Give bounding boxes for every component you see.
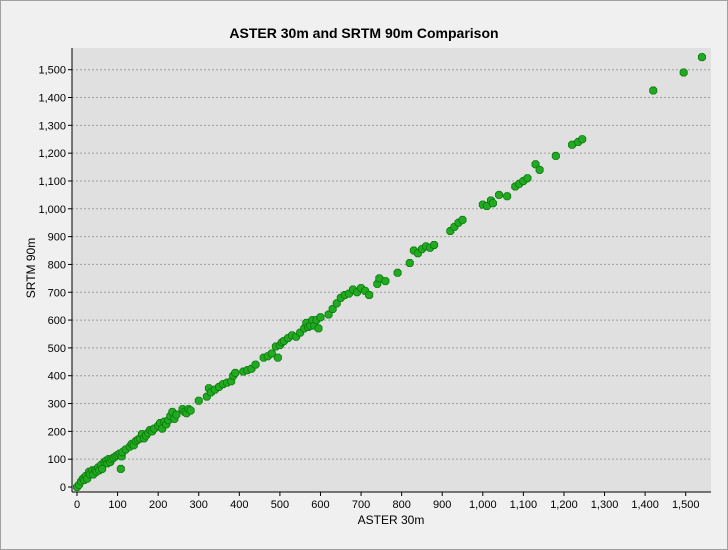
- y-tick-label: 1,200: [38, 148, 66, 160]
- x-axis-label: ASTER 30m: [358, 513, 425, 527]
- x-tick-label: 800: [392, 499, 410, 511]
- data-point: [430, 240, 439, 249]
- y-tick-label: 1,100: [38, 176, 66, 188]
- data-point: [551, 151, 560, 160]
- y-tick-label: 400: [48, 371, 66, 383]
- x-tick-label: 900: [433, 499, 451, 511]
- data-point: [314, 324, 323, 333]
- y-tick-label: 300: [48, 399, 66, 411]
- data-point: [495, 190, 504, 199]
- x-tick-label: 1,100: [510, 499, 538, 511]
- x-tick-label: 1,200: [550, 499, 578, 511]
- data-point: [316, 313, 325, 322]
- data-point: [578, 135, 587, 144]
- data-point: [231, 368, 240, 377]
- data-point: [375, 274, 384, 283]
- y-tick-label: 800: [48, 259, 66, 271]
- x-tick-label: 200: [149, 499, 167, 511]
- data-point: [393, 268, 402, 277]
- data-point: [535, 165, 544, 174]
- chart-title: ASTER 30m and SRTM 90m Comparison: [229, 25, 498, 41]
- x-tick-label: 700: [352, 499, 370, 511]
- y-tick-label: 700: [48, 287, 66, 299]
- x-tick-label: 400: [230, 499, 248, 511]
- data-points: [73, 53, 706, 491]
- y-axis-label: SRTM 90m: [24, 238, 38, 298]
- data-point: [251, 360, 260, 369]
- data-point: [98, 464, 107, 473]
- data-point: [273, 353, 282, 362]
- data-point: [365, 291, 374, 300]
- data-point: [172, 410, 181, 419]
- data-point: [186, 406, 195, 415]
- y-tick-label: 1,300: [38, 120, 66, 132]
- x-tick-label: 0: [74, 499, 80, 511]
- data-point: [194, 396, 203, 405]
- x-tick-label: 100: [108, 499, 126, 511]
- gridlines: [72, 69, 711, 460]
- y-tick-label: 500: [48, 343, 66, 355]
- data-point: [405, 259, 414, 268]
- data-point: [267, 349, 276, 358]
- x-axis-ticks: 0 100 200 300 400 500 600 700 800 900 1,000 1,100 1,…: [74, 492, 700, 511]
- data-point: [697, 53, 706, 62]
- y-tick-label: 200: [48, 426, 66, 438]
- x-tick-label: 600: [311, 499, 329, 511]
- y-tick-label: 1,500: [38, 65, 66, 77]
- data-point: [116, 464, 125, 473]
- y-axis-ticks: 0 100 200 300 400 500 600 700 800 900 1,000 1,100 1,…: [38, 65, 72, 494]
- x-tick-label: 1,000: [469, 499, 497, 511]
- data-point: [488, 199, 497, 208]
- x-tick-label: 1,300: [591, 499, 619, 511]
- y-tick-label: 0: [60, 482, 66, 494]
- y-tick-label: 1,000: [38, 204, 66, 216]
- data-point: [503, 192, 512, 201]
- data-point: [458, 215, 467, 224]
- x-tick-label: 1,500: [672, 499, 700, 511]
- data-point: [649, 86, 658, 95]
- data-point: [679, 68, 688, 77]
- x-tick-label: 1,400: [631, 499, 659, 511]
- y-tick-label: 900: [48, 232, 66, 244]
- y-tick-label: 100: [48, 454, 66, 466]
- y-tick-label: 600: [48, 315, 66, 327]
- x-tick-label: 500: [271, 499, 289, 511]
- data-point: [381, 277, 390, 286]
- x-tick-label: 300: [190, 499, 208, 511]
- data-point: [523, 174, 532, 183]
- y-tick-label: 1,400: [38, 93, 66, 105]
